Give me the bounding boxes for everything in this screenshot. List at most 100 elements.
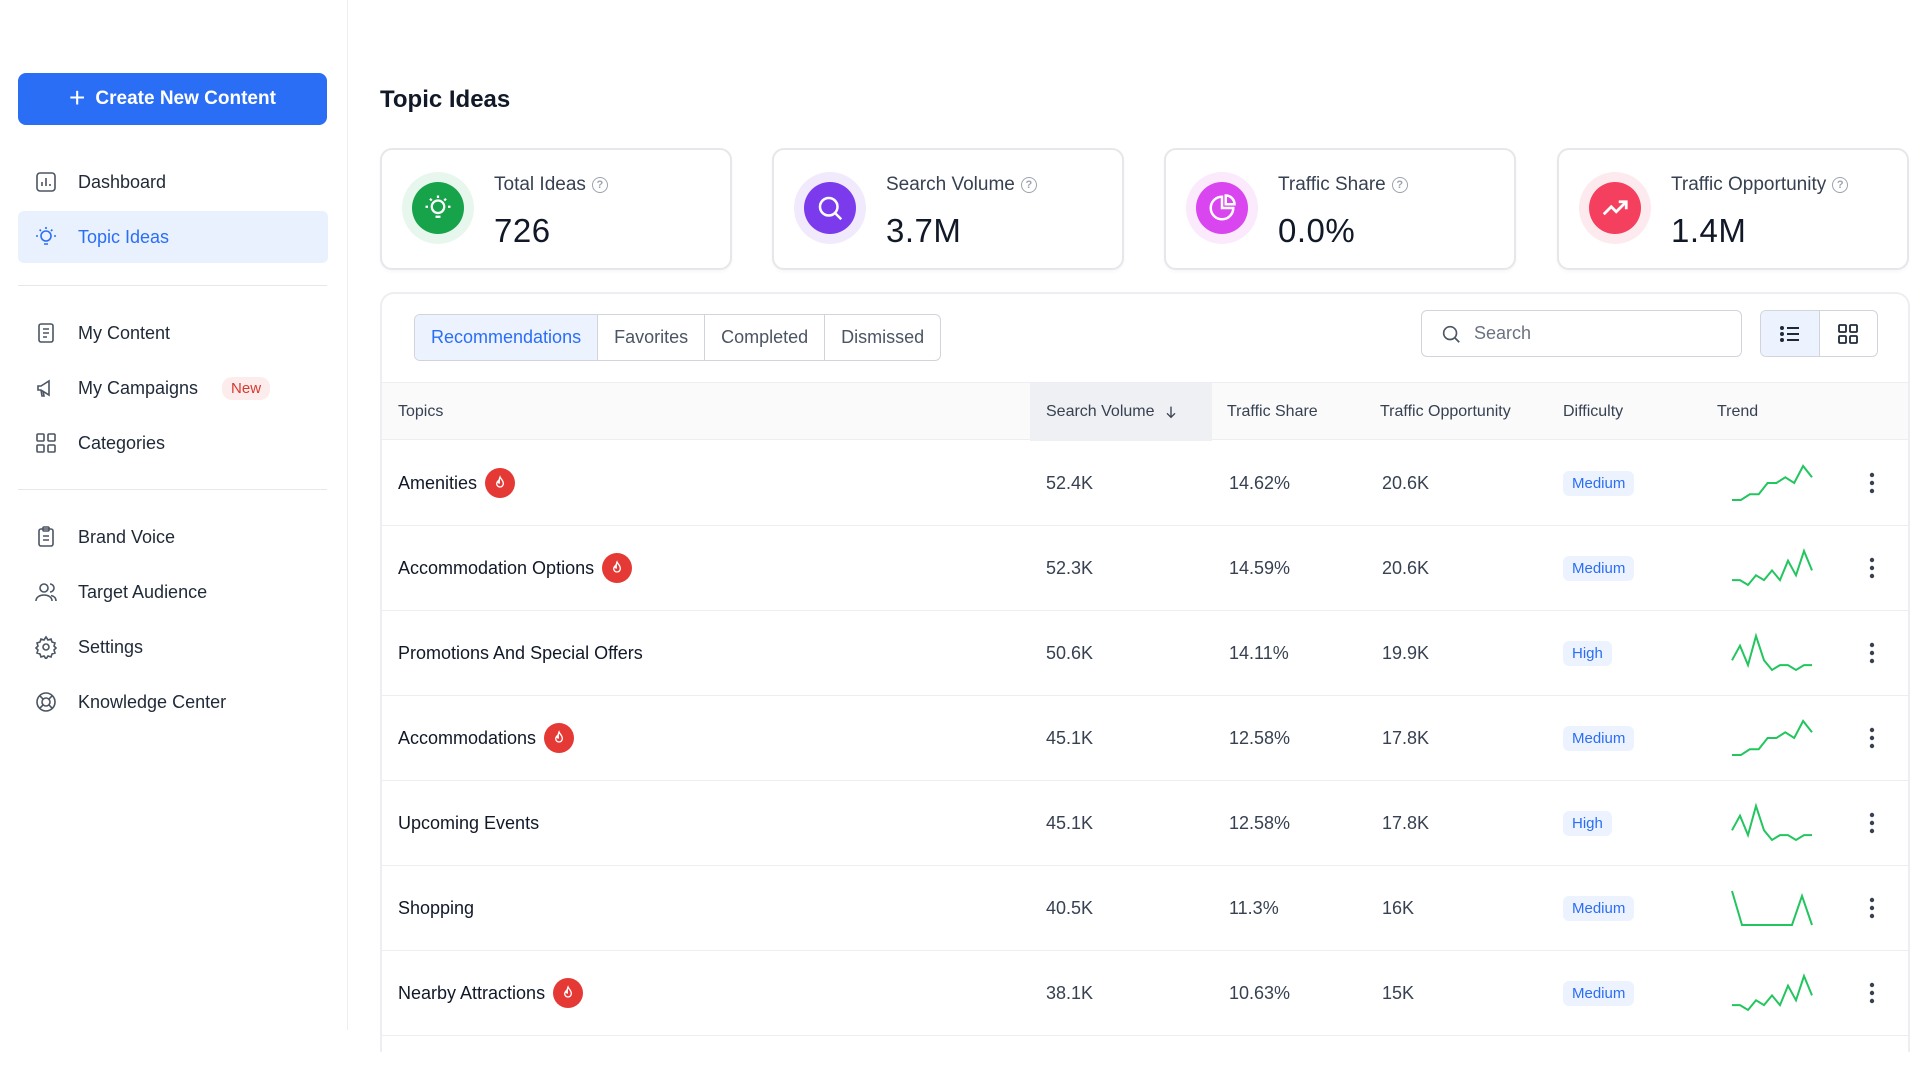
help-icon[interactable]: ? xyxy=(1391,177,1408,193)
table-row[interactable]: Accommodation Options 52.3K 14.59% 20.6K… xyxy=(382,526,1908,611)
traffic-opportunity-cell: 19.9K xyxy=(1382,642,1430,663)
sidebar-item-my-campaigns[interactable]: My Campaigns New xyxy=(18,362,328,414)
difficulty-badge: Medium xyxy=(1563,470,1635,496)
topic-name[interactable]: Promotions And Special Offers xyxy=(398,642,643,663)
list-icon xyxy=(1779,325,1799,342)
row-menu-button[interactable] xyxy=(1860,611,1884,695)
stat-label: Traffic Share? xyxy=(1278,174,1408,196)
search-volume-cell: 52.3K xyxy=(1046,557,1094,578)
table-row[interactable]: Upcoming Events 45.1K 12.58% 17.8K High xyxy=(382,781,1908,866)
sidebar-item-settings[interactable]: Settings xyxy=(18,621,328,673)
row-menu-button[interactable] xyxy=(1860,866,1884,950)
trend-sparkline xyxy=(1731,890,1813,926)
plus-icon: + xyxy=(69,81,86,113)
topic-name[interactable]: Accommodation Options xyxy=(398,557,595,578)
difficulty-cell: Medium xyxy=(1563,951,1635,1035)
stat-label-text: Search Volume xyxy=(886,174,1015,195)
grid-icon xyxy=(1838,323,1859,344)
sidebar-divider xyxy=(18,489,327,490)
sidebar-item-label: Categories xyxy=(78,432,166,453)
filter-tabs: Recommendations Favorites Completed Dism… xyxy=(414,314,942,361)
topic-name[interactable]: Shopping xyxy=(398,897,475,918)
help-icon[interactable]: ? xyxy=(1832,177,1849,193)
help-icon[interactable]: ? xyxy=(591,177,608,193)
stat-label: Traffic Opportunity? xyxy=(1671,174,1849,196)
table-row[interactable]: Shopping 40.5K 11.3% 16K Medium xyxy=(382,866,1908,951)
sidebar-item-dashboard[interactable]: Dashboard xyxy=(18,156,328,208)
topic-name[interactable]: Nearby Attractions xyxy=(398,982,546,1003)
trend-cell xyxy=(1722,866,1822,950)
stat-card-search-volume: Search Volume? 3.7M xyxy=(772,148,1124,270)
more-vertical-icon xyxy=(1869,812,1875,834)
topic-cell: Shopping xyxy=(398,866,474,950)
create-new-content-button[interactable]: + Create New Content xyxy=(18,73,327,125)
difficulty-badge: High xyxy=(1563,640,1612,666)
tab-favorites[interactable]: Favorites xyxy=(598,315,706,360)
sidebar-item-topic-ideas[interactable]: Topic Ideas xyxy=(18,211,328,263)
stat-icon-bg xyxy=(1579,172,1651,244)
topic-cell: Upcoming Events xyxy=(398,781,539,865)
row-menu-button[interactable] xyxy=(1860,526,1884,610)
table-row[interactable]: Nearby Attractions 38.1K 10.63% 15K Medi… xyxy=(382,951,1908,1036)
difficulty-cell: Medium xyxy=(1563,441,1635,525)
row-menu-button[interactable] xyxy=(1860,951,1884,1035)
view-toggle xyxy=(1760,310,1878,357)
col-traffic-opportunity: Traffic Opportunity xyxy=(1380,403,1511,420)
col-traffic-share: Traffic Share xyxy=(1227,403,1318,420)
topic-name[interactable]: Accommodations xyxy=(398,727,537,748)
col-search-volume-label: Search Volume xyxy=(1046,403,1155,420)
col-difficulty: Difficulty xyxy=(1563,403,1624,420)
list-view-button[interactable] xyxy=(1761,311,1820,356)
sidebar-item-categories[interactable]: Categories xyxy=(18,417,328,469)
stat-icon-bg xyxy=(402,172,474,244)
trend-sparkline xyxy=(1732,464,1813,501)
nav-group-settings: Brand Voice Target Audience Settings Kno… xyxy=(18,511,328,731)
tab-dismissed[interactable]: Dismissed xyxy=(841,327,925,347)
difficulty-badge: Medium xyxy=(1563,895,1635,921)
tab-completed[interactable]: Completed xyxy=(705,315,826,360)
row-menu-button[interactable] xyxy=(1860,696,1884,780)
more-vertical-icon xyxy=(1869,472,1875,494)
trend-sparkline xyxy=(1732,548,1813,587)
trend-sparkline xyxy=(1732,719,1813,756)
traffic-opportunity-cell: 20.6K xyxy=(1382,557,1430,578)
grid-icon xyxy=(36,433,56,453)
col-topics: Topics xyxy=(398,403,444,420)
help-icon[interactable]: ? xyxy=(1020,177,1037,193)
sidebar-item-label: Knowledge Center xyxy=(78,691,227,712)
table-row[interactable]: Amenities 52.4K 14.62% 20.6K Medium xyxy=(382,441,1908,526)
megaphone-icon xyxy=(37,379,50,397)
table-row[interactable]: Promotions And Special Offers 50.6K 14.1… xyxy=(382,611,1908,696)
grid-view-button[interactable] xyxy=(1820,311,1878,356)
sidebar-item-label: Topic Ideas xyxy=(78,226,170,247)
sidebar-item-my-content[interactable]: My Content xyxy=(18,307,328,359)
col-search-volume[interactable]: Search Volume xyxy=(1030,383,1212,441)
traffic-opportunity-cell: 15K xyxy=(1382,982,1415,1003)
lightbulb-icon xyxy=(36,227,56,245)
gear-icon xyxy=(34,635,58,659)
sidebar-item-brand-voice[interactable]: Brand Voice xyxy=(18,511,328,563)
trend-cell xyxy=(1722,951,1822,1035)
traffic-share-cell: 11.3% xyxy=(1229,897,1279,918)
row-menu-button[interactable] xyxy=(1860,441,1884,525)
topic-cell: Promotions And Special Offers xyxy=(398,611,643,695)
chart-bar-icon xyxy=(36,172,56,192)
nav-group-main: Dashboard Topic Ideas xyxy=(18,156,328,266)
search-input[interactable] xyxy=(1474,323,1714,344)
stat-card-total-ideas: Total Ideas? 726 xyxy=(380,148,732,270)
row-menu-button[interactable] xyxy=(1860,781,1884,865)
trend-cell xyxy=(1722,696,1822,780)
search-volume-cell: 45.1K xyxy=(1046,812,1094,833)
traffic-opportunity-cell: 20.6K xyxy=(1382,472,1430,493)
sidebar-item-knowledge-center[interactable]: Knowledge Center xyxy=(18,676,328,728)
topic-name[interactable]: Amenities xyxy=(398,472,478,493)
table-row[interactable]: Accommodations 45.1K 12.58% 17.8K Medium xyxy=(382,696,1908,781)
stat-label: Total Ideas? xyxy=(494,174,608,196)
stat-value: 726 xyxy=(494,212,551,249)
tab-recommendations[interactable]: Recommendations xyxy=(415,315,599,360)
stat-label-text: Total Ideas xyxy=(494,174,586,195)
sidebar-item-target-audience[interactable]: Target Audience xyxy=(18,566,328,618)
table-header: Topics Search Volume Traffic Share Traff… xyxy=(382,382,1908,441)
lightbulb-icon xyxy=(425,195,451,218)
topic-name[interactable]: Upcoming Events xyxy=(398,812,540,833)
